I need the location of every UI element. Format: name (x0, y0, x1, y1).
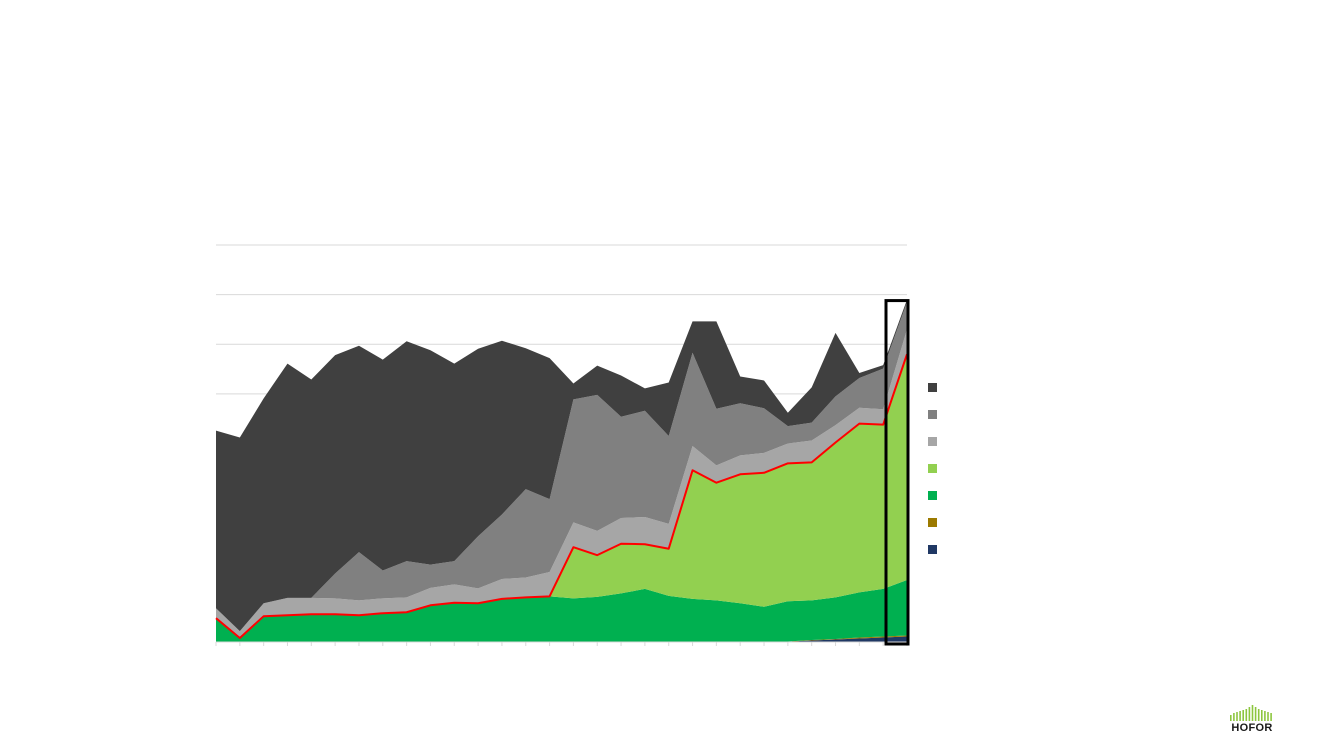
legend-swatch (928, 545, 937, 554)
area-series-4 (216, 329, 907, 639)
renewable-share-line (215, 353, 908, 640)
area-series-0 (216, 636, 907, 642)
legend-swatch (928, 410, 937, 419)
hofor-logo: HOFOR (1228, 704, 1276, 738)
area-series-2 (216, 579, 907, 642)
logo-bar (1267, 712, 1269, 721)
legend-item (928, 428, 1048, 455)
area-series-6 (216, 299, 907, 632)
logo-bar (1270, 713, 1272, 721)
logo-bar (1264, 711, 1266, 721)
logo-bar (1248, 707, 1251, 721)
logo-bar (1251, 705, 1254, 721)
logo-bar (1257, 709, 1260, 721)
logo-bars-icon (1230, 705, 1272, 721)
logo-bar (1239, 711, 1241, 721)
logo-bar (1245, 709, 1248, 721)
legend-item (928, 401, 1048, 428)
chart-legend (928, 374, 1048, 563)
logo-bar (1236, 712, 1238, 721)
highlight-box (884, 299, 910, 646)
legend-item (928, 536, 1048, 563)
logo-text: HOFOR (1231, 722, 1273, 734)
legend-swatch (928, 518, 937, 527)
logo-bar (1230, 715, 1232, 721)
logo-bar (1233, 713, 1235, 721)
area-series-5 (216, 302, 907, 632)
area-series-layer (216, 299, 907, 642)
logo-bar (1254, 707, 1257, 721)
legend-item (928, 482, 1048, 509)
legend-swatch (928, 437, 937, 446)
legend-item (928, 509, 1048, 536)
area-series-3 (216, 354, 907, 639)
legend-swatch (928, 464, 937, 473)
legend-swatch (928, 491, 937, 500)
legend-swatch (928, 383, 937, 392)
logo-bar (1242, 710, 1244, 721)
logo-bar (1261, 710, 1263, 721)
legend-item (928, 455, 1048, 482)
x-axis-ticks (215, 641, 908, 646)
legend-item (928, 374, 1048, 401)
